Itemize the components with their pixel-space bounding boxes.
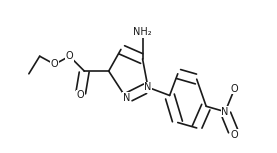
Text: NH₂: NH₂ (133, 27, 152, 37)
Text: O: O (231, 130, 238, 140)
Text: N: N (144, 82, 152, 92)
Text: O: O (66, 51, 73, 61)
Text: N: N (123, 93, 130, 103)
Text: O: O (231, 84, 238, 94)
Text: O: O (51, 59, 58, 69)
Text: N: N (221, 107, 229, 117)
Text: O: O (76, 90, 84, 101)
